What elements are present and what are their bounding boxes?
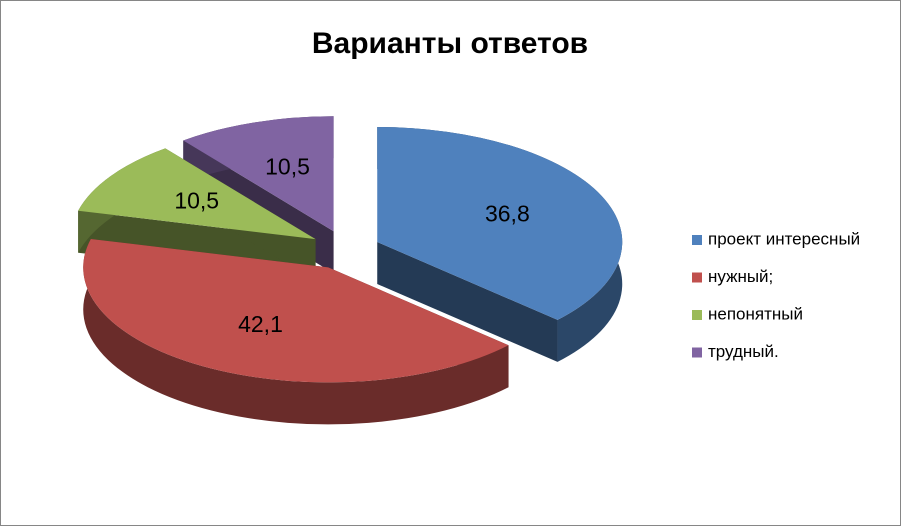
slice-group xyxy=(377,127,623,362)
slice xyxy=(83,238,509,383)
slice xyxy=(377,127,623,320)
slice-side xyxy=(83,238,509,425)
slice-group xyxy=(83,238,509,425)
data-label: 36,8 xyxy=(485,200,530,226)
legend-swatch xyxy=(692,235,702,245)
pie: 36,8 42,1 10,5 10,5 xyxy=(78,116,623,425)
legend-label: непонятный xyxy=(708,304,803,323)
legend-label: нужный; xyxy=(708,267,773,286)
legend-label: трудный. xyxy=(708,342,779,361)
legend-label: проект интересный xyxy=(708,229,860,248)
data-label: 10,5 xyxy=(174,188,219,214)
data-label: 42,1 xyxy=(238,311,283,337)
legend-swatch xyxy=(692,272,702,283)
slice xyxy=(78,148,316,240)
legend-swatch xyxy=(692,347,702,358)
data-label: 10,5 xyxy=(265,153,310,179)
legend: проект интересный нужный; непонятный трудны… xyxy=(692,229,860,361)
chart-title: Варианты ответов xyxy=(312,27,588,60)
legend-swatch xyxy=(692,310,702,320)
slice xyxy=(183,116,334,232)
slice-cut-face xyxy=(377,242,558,362)
